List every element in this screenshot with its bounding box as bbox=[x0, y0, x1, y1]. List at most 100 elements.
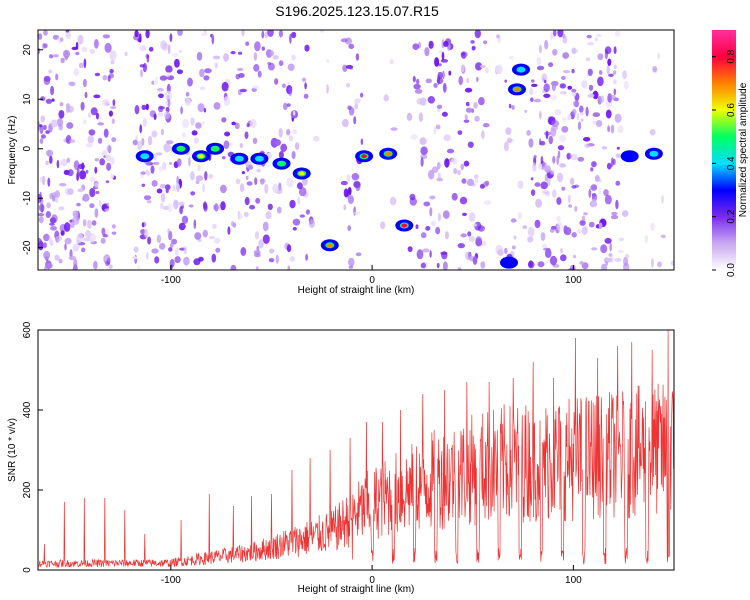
spectrogram-texture-dot bbox=[49, 217, 57, 224]
spectrogram-texture-dot bbox=[58, 124, 63, 131]
spectrogram-texture-dot bbox=[517, 180, 524, 189]
spectrogram-texture-dot bbox=[223, 140, 230, 149]
spectrogram-texture-dot bbox=[604, 46, 612, 55]
spectrogram-texture-dot bbox=[38, 213, 45, 217]
spectrogram-texture-dot bbox=[438, 63, 442, 67]
spectrogram-texture-dot bbox=[278, 151, 284, 159]
spectrogram-texture-dot bbox=[480, 261, 486, 269]
spectrogram-texture-dot bbox=[467, 141, 474, 148]
spectrogram-texture-dot bbox=[474, 174, 479, 179]
spectrogram-texture-dot bbox=[483, 199, 492, 206]
spectrogram-texture-dot bbox=[38, 237, 43, 248]
spectrogram-texture-dot bbox=[137, 265, 141, 270]
spectrogram-texture-dot bbox=[574, 205, 578, 212]
spectrogram-texture-dot bbox=[557, 150, 561, 159]
spectrogram-texture-dot bbox=[45, 211, 51, 218]
spectrogram-texture-dot bbox=[91, 220, 97, 226]
spectrogram-texture-dot bbox=[472, 256, 478, 265]
spectrogram-texture-dot bbox=[191, 130, 198, 136]
spectrogram-texture-dot bbox=[420, 157, 424, 167]
spectrogram-texture-dot bbox=[185, 91, 190, 97]
spectrogram-texture-dot bbox=[604, 194, 612, 205]
spectrogram-texture-dot bbox=[583, 212, 588, 216]
spectrogram-texture-dot bbox=[326, 59, 330, 63]
spectrogram-texture-dot bbox=[527, 236, 534, 243]
spectrogram-texture-dot bbox=[579, 105, 584, 114]
spectrogram-texture-dot bbox=[49, 155, 53, 164]
spectrogram-texture-dot bbox=[420, 262, 426, 269]
spectrogram-texture-dot bbox=[106, 162, 112, 171]
spectrogram-texture-dot bbox=[342, 118, 349, 128]
spectrogram-texture-dot bbox=[43, 250, 50, 260]
spectrogram-texture-dot bbox=[139, 64, 146, 68]
spectrogram-texture-dot bbox=[174, 247, 179, 257]
spectrogram-texture-dot bbox=[326, 84, 329, 94]
spectrogram-texture-dot bbox=[567, 85, 572, 90]
spectrogram-texture-dot bbox=[59, 183, 67, 187]
spectrogram-texture-dot bbox=[468, 235, 475, 242]
spectrogram-texture-dot bbox=[427, 96, 435, 104]
spectrogram-texture-dot bbox=[418, 112, 423, 122]
spectrogram-texture-dot bbox=[592, 90, 599, 100]
spectrogram-texture-dot bbox=[478, 97, 485, 106]
spectrogram-texture-dot bbox=[176, 175, 179, 186]
spectrogram-texture-dot bbox=[141, 104, 147, 110]
spectrogram-texture-dot bbox=[380, 221, 386, 230]
spectrogram-texture-dot bbox=[430, 220, 436, 227]
spectrogram-texture-dot bbox=[550, 127, 557, 137]
spectrogram-texture-dot bbox=[440, 59, 449, 63]
spectrogram-texture-dot bbox=[58, 206, 65, 211]
spectrogram-texture-dot bbox=[165, 184, 171, 191]
spectrogram-texture-dot bbox=[89, 203, 95, 209]
spectrogram-texture-dot bbox=[176, 182, 180, 192]
spectrogram-texture-dot bbox=[182, 132, 186, 138]
spectrogram-texture-dot bbox=[414, 88, 423, 94]
spectrogram-texture-dot bbox=[72, 244, 80, 252]
spectrogram-texture-dot bbox=[254, 177, 258, 186]
spectrogram-texture-dot bbox=[511, 245, 516, 250]
spectrogram-texture-dot bbox=[267, 30, 274, 37]
spectrogram-texture-dot bbox=[94, 158, 100, 162]
spectrogram-texture-dot bbox=[412, 76, 416, 83]
spectrogram-texture-dot bbox=[436, 161, 441, 170]
y-tick-label: -10 bbox=[22, 191, 33, 206]
spectrogram-texture-dot bbox=[434, 57, 440, 67]
spectrogram-texture-dot bbox=[106, 144, 112, 153]
spectrogram-texture-dot bbox=[541, 243, 548, 249]
spectrogram-texture-dot bbox=[536, 56, 542, 65]
spectrogram-texture-dot bbox=[532, 162, 537, 172]
spectrogram-texture-dot bbox=[238, 51, 243, 55]
spectrogram-texture-dot bbox=[538, 44, 543, 54]
spectrogram-texture-dot bbox=[605, 109, 612, 119]
spectrogram-texture-dot bbox=[291, 151, 296, 159]
spectrogram-texture-dot bbox=[98, 115, 101, 123]
spectrogram-texture-dot bbox=[607, 58, 612, 66]
spectrogram-texture-dot bbox=[566, 152, 572, 160]
spectrogram-texture-dot bbox=[43, 43, 48, 49]
spectrogram-texture-dot bbox=[537, 261, 545, 268]
spectrogram-texture-dot bbox=[64, 50, 69, 61]
spectrogram-texture-dot bbox=[214, 62, 219, 69]
y-tick-label: 600 bbox=[22, 321, 33, 338]
spectrogram-texture-dot bbox=[420, 97, 427, 106]
spectrogram-texture-dot bbox=[146, 54, 150, 63]
spectrogram-texture-dot bbox=[480, 64, 486, 68]
spectrogram-texture-dot bbox=[474, 30, 481, 39]
spectrogram-texture-dot bbox=[177, 158, 182, 167]
spectrogram-texture-dot bbox=[109, 157, 115, 165]
spectrogram-plot-area bbox=[38, 30, 674, 270]
spectrogram-texture-dot bbox=[457, 130, 463, 136]
spectrogram-texture-dot bbox=[73, 258, 78, 268]
spectrogram-texture-dot bbox=[613, 88, 617, 96]
spectrogram-texture-dot bbox=[561, 125, 569, 133]
spectrogram-texture-dot bbox=[162, 161, 167, 171]
spectrogram-texture-dot bbox=[65, 103, 70, 109]
spectrogram-texture-dot bbox=[108, 110, 113, 117]
spectrogram-texture-dot bbox=[153, 113, 157, 120]
spectrogram-texture-dot bbox=[239, 183, 245, 193]
spectrogram-texture-dot bbox=[254, 41, 261, 52]
snr-x-ticks: -100 0 100 bbox=[161, 565, 582, 586]
spectrogram-texture-dot bbox=[165, 140, 174, 145]
spectrogram-texture-dot bbox=[611, 157, 614, 168]
spectrogram-texture-dot bbox=[428, 40, 434, 49]
